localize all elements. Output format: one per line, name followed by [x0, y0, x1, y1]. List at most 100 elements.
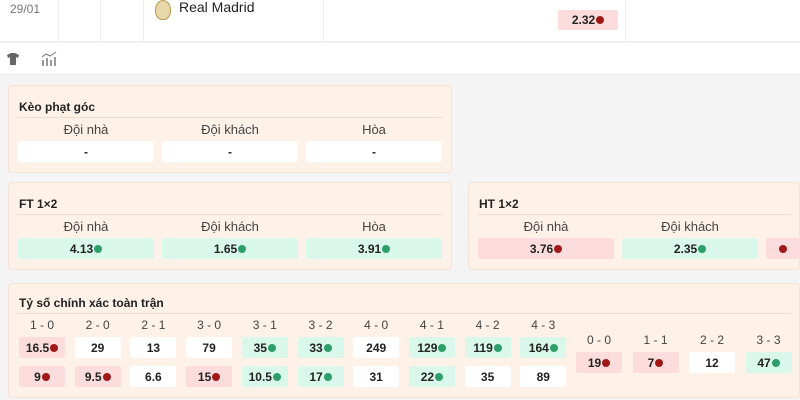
team-name: Real Madrid [179, 0, 255, 15]
score-label: 3 - 3 [756, 333, 781, 347]
score-label: 4 - 1 [419, 318, 444, 332]
arrow-up-icon [382, 244, 391, 253]
icon-bar [0, 43, 800, 75]
odds-cell[interactable]: 6.6 [130, 366, 177, 387]
column-label: Đội khách [661, 219, 719, 234]
odds-value: 12 [705, 355, 719, 370]
odds-value: 13 [146, 340, 161, 355]
odds-cell[interactable]: 16.5 [19, 337, 65, 358]
column-label: Hòa [362, 219, 386, 234]
odds-cell[interactable] [766, 238, 799, 259]
odds-cell[interactable]: 119 [464, 337, 511, 358]
odds-cell[interactable]: 3.91 [306, 238, 442, 259]
odds-cell[interactable]: 33 [297, 337, 344, 358]
column-label: Đội nhà [523, 219, 569, 234]
column-label: Đội nhà [63, 122, 109, 137]
odds-cell[interactable]: 2.35 [622, 238, 758, 259]
odds-cell[interactable]: 4.13 [18, 238, 154, 259]
odds-value: 3.76 [529, 241, 554, 256]
arrow-up-icon [323, 372, 332, 381]
arrow-up-icon [238, 244, 247, 253]
odds-cell[interactable]: 1.65 [162, 238, 298, 259]
odds-cell[interactable]: 7 [632, 352, 679, 373]
odds-value: - [372, 144, 376, 159]
odds-cell[interactable]: 89 [520, 366, 567, 387]
odds-cell[interactable]: 15 [186, 366, 233, 387]
card-title: Tỷ số chính xác toàn trận [19, 296, 164, 310]
odds-value: 47 [757, 355, 771, 370]
odds-cell[interactable]: 35 [241, 337, 288, 358]
column-label: Đội khách [201, 122, 259, 137]
odds-value: 129 [417, 340, 438, 355]
arrow-down-icon [50, 343, 59, 352]
arrow-down-icon [779, 244, 787, 253]
odds-cell[interactable]: 164 [520, 337, 567, 358]
match-date: 29/01 [10, 2, 41, 16]
odds-value: 35 [253, 340, 267, 355]
shirt-icon[interactable] [6, 52, 20, 66]
odds-value: 22 [420, 369, 435, 384]
odds-cell[interactable]: 47 [745, 352, 792, 373]
arrow-up-icon [267, 343, 276, 352]
arrow-up-icon [549, 343, 558, 352]
card-title: Kèo phạt góc [19, 100, 96, 114]
odds-value: 9.5 [84, 369, 102, 384]
odds-cell[interactable]: 17 [297, 366, 344, 387]
odds-value: 2.35 [673, 241, 698, 256]
odds-cell[interactable]: 13 [130, 337, 177, 358]
arrow-up-icon [323, 343, 332, 352]
odds-cell[interactable]: 249 [353, 337, 400, 358]
arrow-down-icon [212, 372, 221, 381]
stats-icon[interactable] [41, 51, 57, 67]
score-label: 1 - 1 [643, 333, 668, 347]
correct-score-card: Tỷ số chính xác toàn trận 1 - 0 16.5 9 2 - … [8, 283, 800, 398]
odds-cell[interactable]: 10.5 [241, 366, 288, 387]
score-label: 2 - 2 [699, 333, 724, 347]
score-label: 0 - 0 [586, 333, 611, 347]
odds-cell[interactable]: 9 [19, 366, 65, 387]
odds-value: 29 [91, 340, 105, 355]
odds-value: 17 [309, 369, 323, 384]
column-label: Hòa [362, 122, 386, 137]
odds-cell[interactable]: 31 [353, 366, 400, 387]
corner-card: Kèo phạt góc Đội nhà - Đội khách - Hòa - [8, 85, 452, 173]
column-label: Đội khách [201, 219, 259, 234]
arrow-up-icon [435, 372, 444, 381]
odds-cell[interactable]: - [306, 141, 442, 162]
odds-value: 249 [366, 340, 387, 355]
score-label: 3 - 2 [308, 318, 333, 332]
odds-cell[interactable]: 22 [408, 366, 455, 387]
match-row[interactable]: 29/01 Real Madrid 2.32 [0, 0, 800, 42]
odds-cell[interactable]: 79 [186, 337, 233, 358]
arrow-up-icon [438, 343, 447, 352]
odds-value: - [84, 144, 88, 159]
odds-value: 7 [647, 355, 655, 370]
odds-cell[interactable]: 29 [74, 337, 121, 358]
odds-cell[interactable]: - [18, 141, 154, 162]
arrow-up-icon [771, 358, 780, 367]
score-label: 4 - 0 [364, 318, 389, 332]
odd-cell[interactable]: 2.32 [558, 10, 618, 30]
odds-value: 9 [34, 369, 41, 384]
odds-value: 33 [309, 340, 323, 355]
arrow-up-icon [272, 372, 281, 381]
arrow-down-icon [602, 358, 611, 367]
score-label: 3 - 0 [197, 318, 222, 332]
odds-cell[interactable]: 3.76 [478, 238, 614, 259]
odds-value: 31 [369, 369, 383, 384]
odd-value: 2.32 [571, 13, 596, 27]
odds-value: 89 [536, 369, 550, 384]
odds-value: 16.5 [25, 340, 50, 355]
odds-value: 79 [202, 340, 216, 355]
odds-cell[interactable]: 12 [689, 352, 735, 373]
score-label: 4 - 3 [531, 318, 556, 332]
odds-cell[interactable]: 9.5 [74, 366, 121, 387]
odds-cell[interactable]: 19 [576, 352, 622, 373]
score-label: 3 - 1 [252, 318, 277, 332]
odds-cell[interactable]: 129 [408, 337, 455, 358]
arrow-down-icon [596, 16, 605, 24]
odds-cell[interactable]: 35 [464, 366, 511, 387]
odds-cell[interactable]: - [162, 141, 298, 162]
arrow-up-icon [698, 244, 707, 253]
score-label: 1 - 0 [29, 318, 54, 332]
